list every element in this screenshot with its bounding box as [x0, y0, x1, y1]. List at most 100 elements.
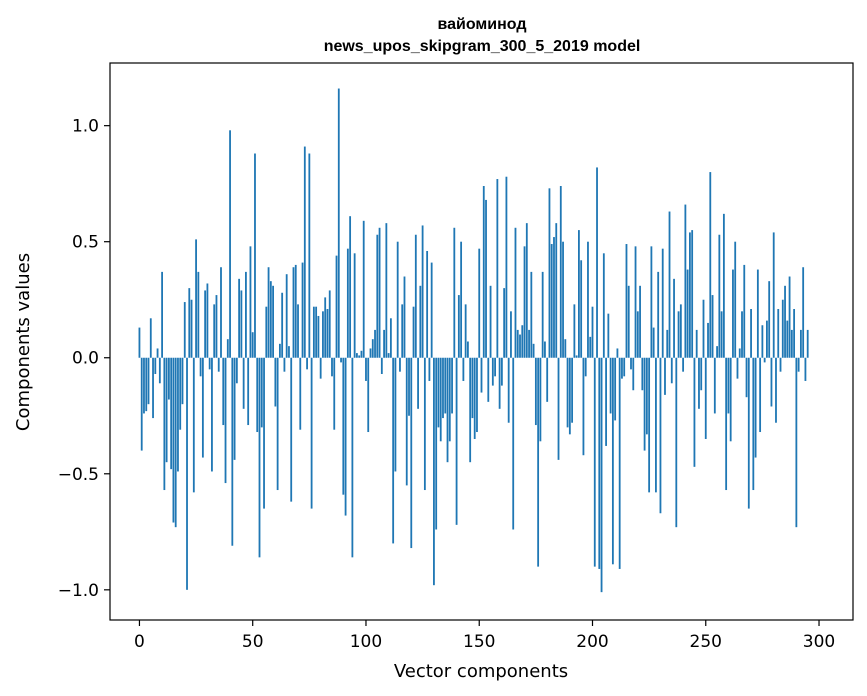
bar	[745, 357, 748, 398]
bar	[213, 304, 216, 358]
bar	[754, 357, 757, 458]
bar	[204, 290, 207, 358]
bar	[199, 357, 202, 377]
bar	[621, 357, 623, 379]
bar	[679, 304, 682, 358]
bar	[605, 357, 607, 446]
bar	[523, 246, 526, 358]
bar	[401, 304, 404, 358]
bar	[752, 357, 755, 491]
bar	[670, 357, 673, 384]
bar	[464, 304, 467, 358]
bar	[747, 357, 750, 509]
bar	[172, 357, 175, 523]
bar	[675, 357, 678, 528]
bar	[299, 357, 302, 430]
bar	[451, 357, 453, 414]
bar	[351, 357, 354, 558]
x-tick-label: 250	[690, 632, 722, 652]
bar	[521, 325, 524, 358]
bar	[593, 357, 596, 567]
bar	[423, 357, 426, 491]
bar	[229, 130, 231, 358]
bar	[741, 311, 743, 358]
bar	[387, 353, 390, 358]
bar	[799, 329, 802, 358]
bar	[761, 325, 764, 358]
bar	[462, 357, 465, 381]
y-tick-label: 0.0	[72, 349, 99, 369]
bar	[460, 241, 463, 358]
bar	[781, 299, 784, 358]
y-axis-ticks: −1.0 −0.5 0.0 0.5 1.0	[58, 117, 110, 601]
bar	[181, 357, 184, 405]
bar	[376, 234, 379, 358]
bar	[775, 357, 777, 423]
bar	[392, 357, 395, 544]
bar	[485, 199, 487, 358]
bar	[750, 309, 752, 358]
bar	[673, 278, 675, 358]
bar	[455, 357, 458, 525]
bar	[482, 186, 485, 358]
bar	[433, 357, 435, 586]
bar	[290, 357, 293, 502]
bar	[256, 357, 259, 433]
bar	[582, 357, 585, 456]
bar	[374, 329, 376, 358]
bar	[367, 357, 370, 433]
bar	[707, 322, 709, 358]
bar	[534, 357, 537, 426]
bar	[571, 357, 574, 423]
bar	[657, 271, 660, 358]
bar	[435, 357, 438, 530]
bar	[215, 295, 218, 358]
bar	[491, 357, 494, 386]
bar	[269, 281, 272, 358]
bar	[514, 227, 517, 358]
bar	[648, 357, 651, 493]
bar	[772, 232, 775, 358]
bar	[589, 336, 592, 358]
x-tick-label: 0	[134, 632, 145, 652]
bar	[254, 153, 256, 358]
bar	[371, 339, 374, 358]
bar	[806, 329, 809, 358]
bar	[272, 285, 274, 358]
bar	[713, 357, 716, 414]
x-tick-label: 50	[242, 632, 264, 652]
bar	[768, 281, 771, 358]
bar	[766, 320, 768, 358]
bar	[444, 357, 447, 414]
bar	[154, 357, 157, 374]
bar	[310, 357, 313, 509]
bar	[689, 232, 691, 358]
bar	[476, 357, 478, 433]
bar	[467, 341, 469, 358]
bar	[188, 288, 191, 358]
bar	[333, 357, 336, 430]
bar	[358, 355, 361, 358]
bar	[322, 311, 324, 358]
bar	[342, 357, 345, 495]
bar	[197, 271, 200, 358]
bar	[729, 357, 732, 442]
bar	[537, 357, 540, 567]
bar	[428, 357, 431, 381]
bar	[147, 357, 150, 405]
bar	[399, 357, 401, 372]
bar	[170, 357, 173, 470]
bar	[365, 357, 367, 381]
bar	[360, 350, 363, 358]
bar	[408, 357, 410, 416]
bar	[607, 313, 610, 358]
bar	[532, 343, 535, 358]
bar	[224, 357, 227, 484]
bar	[573, 304, 576, 358]
bar	[437, 357, 440, 428]
bar	[158, 357, 161, 384]
bar	[249, 246, 252, 358]
bar	[659, 357, 662, 514]
bar	[326, 309, 329, 358]
